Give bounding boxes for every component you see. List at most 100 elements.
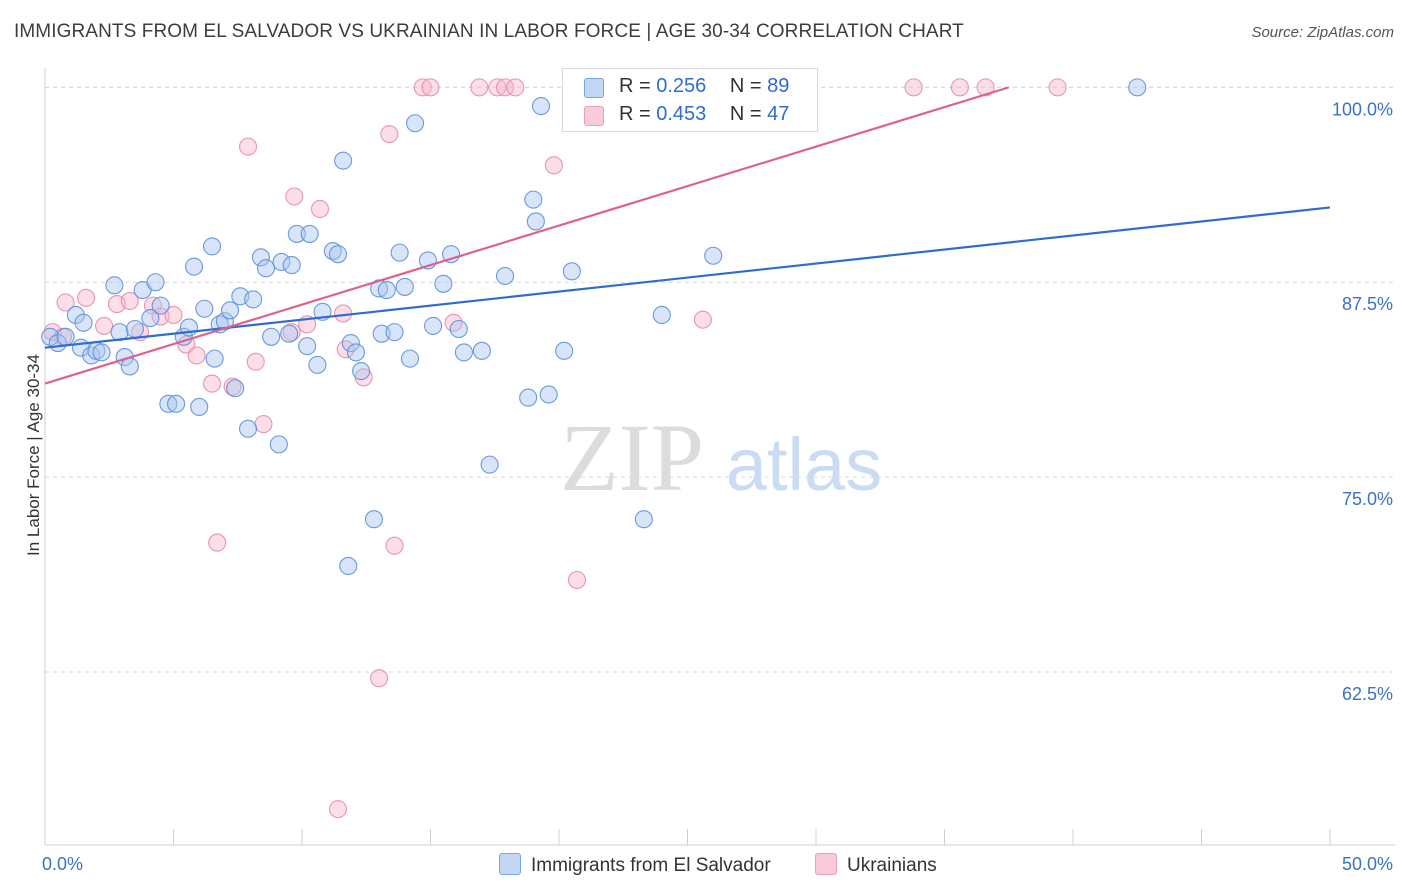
blue-data-point: [395, 277, 414, 296]
blue-data-point: [251, 248, 270, 267]
chart-title: IMMIGRANTS FROM EL SALVADOR VS UKRAINIAN…: [14, 21, 964, 42]
y-tick-label: 62.5%: [1342, 684, 1393, 704]
legend-row-pink: R = 0.453 N = 47: [584, 103, 790, 126]
legend-swatch-blue: [584, 78, 604, 98]
pink-data-point: [544, 156, 563, 175]
blue-data-point: [238, 419, 258, 438]
bottom-legend-swatch-blue: [499, 853, 521, 875]
blue-data-point: [364, 510, 384, 529]
blue-data-point: [390, 243, 409, 262]
tick-labels: 62.5% 75.0% 87.5% 100.0% 0.0% 50.0%: [42, 99, 1393, 874]
pink-data-point: [95, 316, 114, 335]
pink-data-point: [1048, 78, 1067, 97]
blue-data-point: [385, 323, 404, 342]
blue-data-point: [704, 246, 723, 265]
blue-data-point: [526, 212, 545, 231]
bottom-legend-swatch-pink: [815, 853, 837, 875]
bottom-legend-label-pink: Ukrainians: [847, 855, 937, 876]
blue-data-point: [105, 276, 124, 295]
blue-data-point: [341, 333, 360, 353]
y-tick-label: 100.0%: [1332, 99, 1393, 119]
blue-data-point: [400, 349, 419, 368]
legend-r-label: R =: [619, 75, 657, 97]
pink-data-point: [370, 669, 389, 688]
pink-data-point: [506, 78, 525, 97]
ukrainian-points: [43, 78, 1067, 819]
blue-data-point: [195, 299, 214, 318]
source-label: Source: ZipAtlas.com: [1251, 24, 1394, 41]
blue-data-point: [282, 256, 301, 275]
pink-data-point: [310, 199, 330, 219]
pink-data-point: [120, 291, 139, 311]
legend-n-value-pink: 47: [767, 103, 790, 125]
pink-data-point: [246, 352, 265, 371]
x-tick-label-max: 50.0%: [1342, 854, 1393, 874]
blue-data-point: [151, 296, 170, 315]
blue-data-point: [146, 273, 165, 292]
blue-data-point: [256, 259, 276, 278]
pink-data-point: [56, 293, 75, 312]
blue-data-point: [308, 355, 327, 374]
blue-data-point: [203, 237, 222, 256]
blue-data-point: [74, 313, 93, 332]
pink-data-point: [567, 570, 587, 590]
el-salvador-points: [41, 78, 1147, 576]
bottom-legend-pink: Ukrainians: [815, 853, 937, 877]
watermark-zip: ZIP: [560, 404, 704, 511]
watermark: ZIP atlas: [560, 404, 882, 511]
blue-data-point: [449, 319, 468, 339]
blue-data-point: [167, 394, 186, 413]
stats-legend: R = 0.256 N = 89 R = 0.453 N = 47: [562, 68, 818, 132]
blue-data-point: [92, 343, 111, 362]
blue-data-point: [519, 388, 538, 407]
blue-data-point: [531, 97, 551, 116]
blue-data-point: [280, 324, 299, 343]
legend-r-value-blue: 0.256: [656, 75, 707, 97]
blue-data-point: [298, 337, 317, 356]
blue-data-point: [652, 305, 671, 325]
legend-n-value-blue: 89: [767, 75, 790, 97]
blue-data-point: [524, 190, 543, 209]
pink-data-point: [488, 78, 507, 97]
legend-n-label: N =: [729, 103, 768, 125]
blue-data-point: [472, 341, 491, 360]
blue-data-point: [190, 397, 209, 417]
pink-data-point: [285, 187, 304, 206]
y-tick-label: 75.0%: [1342, 489, 1393, 509]
y-axis-label: In Labor Force | Age 30-34: [24, 354, 43, 556]
legend-row-blue: R = 0.256 N = 89: [584, 75, 790, 98]
blue-data-point: [300, 224, 319, 243]
pink-data-point: [385, 536, 404, 555]
blue-data-point: [1128, 78, 1147, 97]
pink-data-point: [693, 310, 712, 329]
blue-data-point: [339, 556, 358, 576]
blue-data-point: [262, 327, 281, 346]
trend-lines: [44, 86, 1331, 385]
pink-data-point: [495, 78, 515, 97]
blue-data-point: [185, 257, 204, 276]
blue-data-point: [424, 316, 443, 335]
blue-data-point: [634, 510, 653, 529]
blue-data-point: [334, 151, 353, 170]
blue-data-point: [269, 435, 288, 454]
blue-data-point: [328, 245, 348, 264]
blue-data-point: [159, 394, 178, 413]
x-tick-label-min: 0.0%: [42, 854, 83, 874]
pink-data-point: [470, 78, 489, 97]
blue-data-point: [377, 280, 396, 300]
pink-data-point: [904, 78, 923, 97]
pink-data-point: [238, 137, 258, 156]
pink-data-point: [203, 374, 222, 393]
legend-n-label: N =: [729, 75, 768, 97]
axis-layer: [44, 68, 1395, 846]
legend-swatch-pink: [584, 106, 604, 126]
pink-data-point: [77, 288, 96, 307]
blue-data-point: [346, 343, 366, 362]
blue-data-point: [141, 309, 160, 328]
pink-data-point: [413, 78, 432, 97]
pink-data-point: [380, 125, 399, 144]
blue-data-point: [66, 305, 85, 325]
blue-data-point: [562, 262, 581, 281]
blue-data-point: [539, 385, 558, 404]
